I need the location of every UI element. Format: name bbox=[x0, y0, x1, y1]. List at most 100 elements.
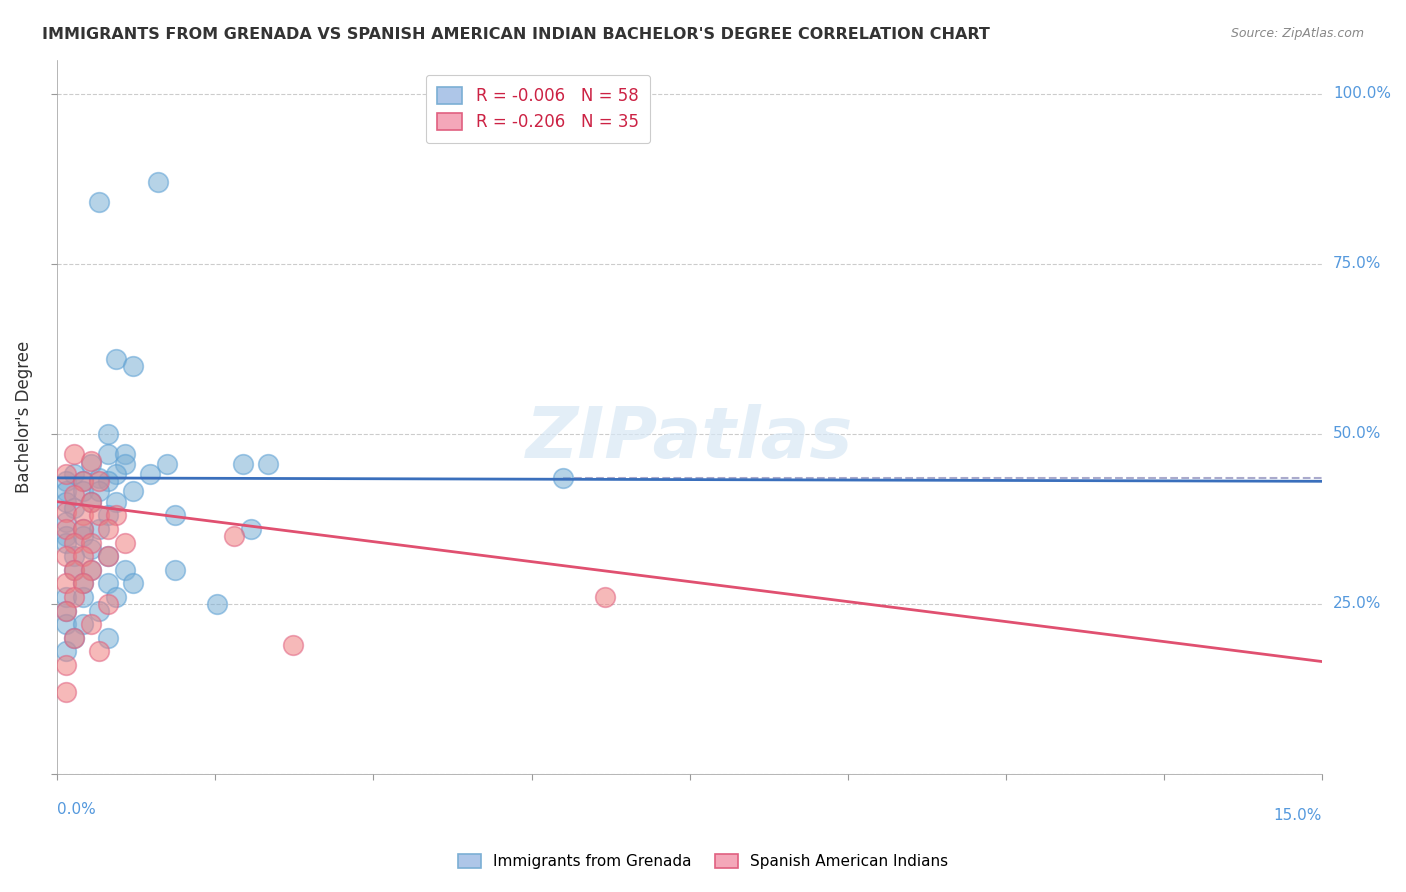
Point bbox=[80, 494, 103, 508]
Point bbox=[55, 475, 77, 489]
Point bbox=[122, 484, 145, 499]
Point bbox=[97, 549, 120, 563]
Point bbox=[89, 522, 111, 536]
Point bbox=[55, 603, 77, 617]
Point bbox=[72, 522, 94, 536]
Point bbox=[97, 475, 120, 489]
Point bbox=[55, 657, 77, 672]
Point bbox=[122, 576, 145, 591]
Point bbox=[97, 597, 120, 611]
Point bbox=[80, 494, 103, 508]
Text: 25.0%: 25.0% bbox=[1333, 596, 1381, 611]
Point bbox=[63, 535, 86, 549]
Point bbox=[63, 563, 86, 577]
Point bbox=[55, 590, 77, 604]
Point bbox=[72, 475, 94, 489]
Point bbox=[114, 563, 136, 577]
Point bbox=[97, 426, 120, 441]
Point bbox=[63, 631, 86, 645]
Point bbox=[72, 576, 94, 591]
Text: Source: ZipAtlas.com: Source: ZipAtlas.com bbox=[1230, 27, 1364, 40]
Point bbox=[72, 576, 94, 591]
Point bbox=[89, 603, 111, 617]
Point bbox=[72, 508, 94, 523]
Point bbox=[55, 505, 77, 519]
Point bbox=[89, 484, 111, 499]
Point bbox=[72, 617, 94, 632]
Point bbox=[63, 549, 86, 563]
Point bbox=[89, 475, 111, 489]
Point bbox=[63, 447, 86, 461]
Point bbox=[105, 590, 128, 604]
Text: 75.0%: 75.0% bbox=[1333, 256, 1381, 271]
Point bbox=[105, 351, 128, 366]
Point bbox=[165, 563, 187, 577]
Point bbox=[72, 522, 94, 536]
Point bbox=[55, 529, 77, 543]
Point bbox=[89, 644, 111, 658]
Text: ZIPatlas: ZIPatlas bbox=[526, 403, 853, 473]
Text: 15.0%: 15.0% bbox=[1274, 808, 1322, 823]
Point bbox=[55, 515, 77, 529]
Point bbox=[80, 458, 103, 472]
Point bbox=[97, 576, 120, 591]
Point bbox=[89, 471, 111, 485]
Point bbox=[80, 535, 103, 549]
Point bbox=[55, 522, 77, 536]
Point bbox=[63, 467, 86, 482]
Point bbox=[55, 685, 77, 699]
Point bbox=[139, 467, 162, 482]
Point bbox=[55, 576, 77, 591]
Point bbox=[63, 563, 86, 577]
Point bbox=[72, 549, 94, 563]
Point bbox=[224, 529, 246, 543]
Point bbox=[207, 597, 229, 611]
Point bbox=[97, 508, 120, 523]
Point bbox=[97, 522, 120, 536]
Point bbox=[114, 535, 136, 549]
Point bbox=[240, 522, 263, 536]
Point bbox=[55, 484, 77, 499]
Point bbox=[72, 590, 94, 604]
Point bbox=[283, 638, 305, 652]
Y-axis label: Bachelor's Degree: Bachelor's Degree bbox=[15, 341, 32, 492]
Point bbox=[63, 488, 86, 502]
Point bbox=[105, 494, 128, 508]
Text: IMMIGRANTS FROM GRENADA VS SPANISH AMERICAN INDIAN BACHELOR'S DEGREE CORRELATION: IMMIGRANTS FROM GRENADA VS SPANISH AMERI… bbox=[42, 27, 990, 42]
Point bbox=[105, 508, 128, 523]
Point bbox=[55, 494, 77, 508]
Point bbox=[595, 590, 617, 604]
Point bbox=[55, 549, 77, 563]
Point bbox=[97, 631, 120, 645]
Point bbox=[63, 631, 86, 645]
Point bbox=[72, 529, 94, 543]
Point bbox=[80, 617, 103, 632]
Point bbox=[105, 467, 128, 482]
Text: 0.0%: 0.0% bbox=[58, 802, 96, 817]
Point bbox=[80, 454, 103, 468]
Point bbox=[72, 475, 94, 489]
Legend: Immigrants from Grenada, Spanish American Indians: Immigrants from Grenada, Spanish America… bbox=[451, 848, 955, 875]
Point bbox=[89, 195, 111, 210]
Point bbox=[257, 458, 280, 472]
Point bbox=[55, 535, 77, 549]
Point bbox=[114, 458, 136, 472]
Point bbox=[89, 508, 111, 523]
Point bbox=[55, 644, 77, 658]
Point bbox=[97, 549, 120, 563]
Point bbox=[55, 603, 77, 617]
Point bbox=[97, 447, 120, 461]
Point bbox=[80, 563, 103, 577]
Point bbox=[156, 458, 179, 472]
Text: 100.0%: 100.0% bbox=[1333, 87, 1391, 101]
Point bbox=[122, 359, 145, 373]
Point bbox=[63, 590, 86, 604]
Point bbox=[63, 501, 86, 516]
Point bbox=[148, 175, 170, 189]
Point bbox=[80, 542, 103, 557]
Point bbox=[72, 484, 94, 499]
Point bbox=[232, 458, 254, 472]
Point bbox=[55, 617, 77, 632]
Point bbox=[114, 447, 136, 461]
Point bbox=[165, 508, 187, 523]
